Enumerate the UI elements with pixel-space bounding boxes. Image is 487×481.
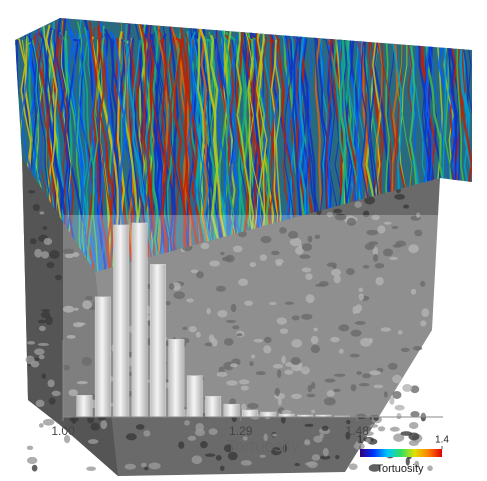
pore: [49, 250, 59, 259]
colorbar-label: Tortuosity: [376, 463, 424, 475]
pore: [312, 454, 320, 461]
pore: [141, 463, 147, 468]
pore: [30, 238, 37, 244]
pore: [333, 209, 342, 214]
pore: [47, 262, 55, 268]
pore: [335, 455, 340, 459]
pore: [27, 341, 35, 345]
bar: [169, 339, 184, 417]
pore: [38, 320, 46, 324]
pore: [409, 422, 418, 429]
bar: [242, 410, 257, 417]
pore: [42, 226, 47, 230]
pore: [313, 436, 322, 443]
pore: [143, 430, 150, 436]
pore: [195, 423, 204, 432]
pore: [38, 343, 49, 346]
pore: [41, 251, 49, 258]
pore: [39, 326, 46, 331]
bar: [150, 264, 165, 417]
pore: [178, 441, 184, 448]
pore: [39, 423, 44, 427]
bar: [132, 223, 147, 417]
pore: [200, 441, 208, 448]
pore: [305, 462, 316, 466]
pore: [31, 361, 40, 368]
pore: [304, 424, 313, 427]
pore: [378, 426, 385, 431]
pore: [184, 420, 190, 425]
pore: [34, 348, 44, 355]
pore: [294, 463, 300, 466]
pore: [205, 454, 216, 457]
pore: [149, 463, 161, 470]
pore: [136, 424, 145, 430]
pore: [55, 275, 62, 281]
pore: [366, 438, 371, 443]
pore: [322, 426, 329, 431]
pore: [144, 467, 148, 471]
pore: [45, 316, 53, 325]
colorbar-tick-label: 1: [357, 435, 363, 446]
pore: [44, 238, 53, 245]
bar: [95, 297, 110, 417]
pore: [34, 249, 42, 258]
bar: [205, 396, 220, 417]
pore: [27, 457, 37, 464]
pore: [408, 432, 419, 440]
pore: [36, 400, 45, 407]
bar: [261, 412, 276, 417]
pore: [427, 465, 433, 471]
pore: [125, 464, 136, 470]
pore: [304, 440, 310, 445]
pore: [188, 436, 196, 441]
pore: [28, 190, 35, 194]
pore: [49, 398, 56, 405]
pore: [403, 205, 409, 209]
pore: [220, 466, 225, 471]
pore: [409, 440, 419, 446]
pore: [323, 448, 329, 457]
pore: [369, 424, 378, 428]
pore: [40, 211, 45, 214]
pore: [209, 428, 218, 435]
pore: [126, 433, 137, 440]
bar: [114, 225, 129, 417]
pore: [241, 460, 252, 466]
pore: [47, 380, 54, 388]
pore: [41, 309, 50, 312]
pore: [91, 423, 100, 431]
pore: [354, 201, 362, 207]
pore: [216, 455, 222, 461]
pore: [52, 391, 61, 397]
bar: [224, 404, 239, 417]
colorbar-tick-label: 1.4: [435, 435, 449, 446]
pore: [100, 420, 107, 429]
chart: 1.001.291.48 Tortuosity Tortuosity 1 1.4: [0, 0, 487, 481]
colorbar: [360, 449, 442, 457]
pore: [42, 373, 47, 379]
pore: [39, 355, 45, 360]
pore: [32, 465, 38, 472]
pore: [349, 463, 358, 470]
pore: [86, 466, 96, 471]
x-tick-label: 1.00: [51, 424, 75, 438]
bar: [187, 376, 202, 417]
x-axis-label: Tortuosity: [227, 436, 300, 455]
pore: [33, 204, 40, 211]
page: 1.001.291.48 Tortuosity Tortuosity 11.4 …: [0, 0, 487, 481]
pore: [27, 446, 33, 450]
pore: [192, 455, 203, 464]
bar: [77, 395, 92, 417]
pore: [390, 427, 400, 432]
pore: [394, 194, 405, 200]
pore: [88, 439, 99, 444]
